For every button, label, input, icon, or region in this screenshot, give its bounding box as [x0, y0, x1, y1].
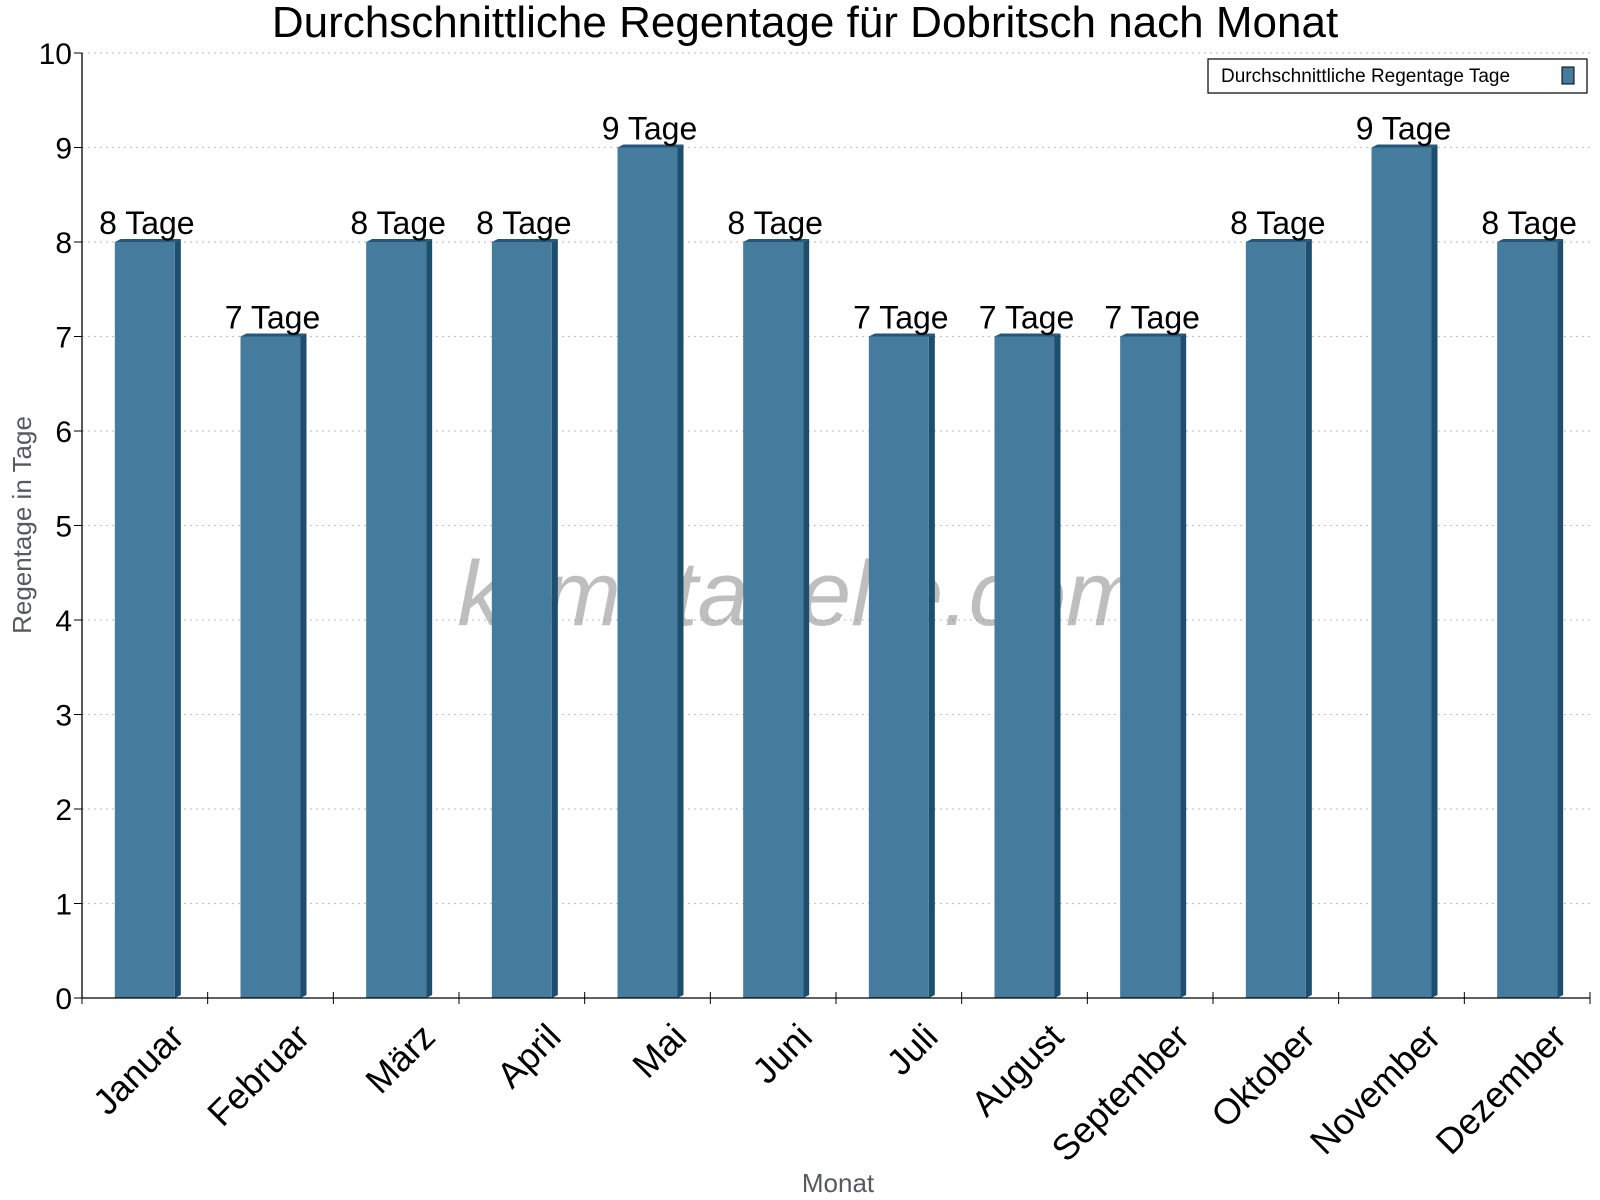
- x-tick-label: Februar: [199, 1016, 317, 1134]
- y-tick-label: 9: [55, 133, 72, 166]
- bar-side: [677, 144, 684, 998]
- gridlines: [82, 52, 1590, 905]
- data-labels: 8 Tage 7 Tage 8 Tage 8 Tage 9 Tage 8 Tage 7 Ta…: [99, 111, 1577, 336]
- bar-value-label: 7 Tage: [1104, 300, 1200, 336]
- y-tick-label: 7: [55, 322, 72, 355]
- x-tick-label: April: [489, 1016, 569, 1096]
- x-tick-label: Juli: [878, 1016, 945, 1083]
- bar-side: [1054, 333, 1061, 998]
- bar: [868, 333, 935, 998]
- bar-value-label: 8 Tage: [1230, 205, 1326, 241]
- bar-front: [114, 242, 175, 998]
- bar-value-label: 8 Tage: [350, 205, 446, 241]
- bar-front: [868, 336, 929, 998]
- bar-front: [1497, 242, 1558, 998]
- bar-top: [1497, 239, 1564, 242]
- bar-side: [426, 239, 433, 998]
- bar-value-label: 8 Tage: [1481, 205, 1577, 241]
- bar-side: [1305, 239, 1312, 998]
- bar-side: [1180, 333, 1187, 998]
- x-tick-label: Januar: [85, 1016, 192, 1123]
- bar-front: [491, 242, 552, 998]
- bar-front: [366, 242, 427, 998]
- bar: [1245, 239, 1312, 998]
- chart-title: Durchschnittliche Regentage für Dobritsc…: [272, 0, 1338, 47]
- y-axis-label: Regentage in Tage: [7, 416, 37, 634]
- bar-side: [300, 333, 307, 998]
- bar-side: [928, 333, 935, 998]
- bar-value-label: 9 Tage: [602, 111, 698, 147]
- y-tick-label: 5: [55, 511, 72, 544]
- y-tick-label: 4: [55, 605, 72, 638]
- legend-box: [1207, 58, 1588, 94]
- bar: [1497, 239, 1564, 998]
- bar-value-label: 8 Tage: [476, 205, 572, 241]
- bar-value-label: 8 Tage: [727, 205, 823, 241]
- bar-front: [1245, 242, 1306, 998]
- bar-top: [491, 239, 558, 242]
- bar-top: [1245, 239, 1312, 242]
- bar-value-label: 7 Tage: [225, 300, 321, 336]
- y-tick-label: 3: [55, 700, 72, 733]
- bar-value-label: 9 Tage: [1356, 111, 1452, 147]
- bar: [617, 144, 684, 998]
- bar-side: [551, 239, 558, 998]
- x-tick-label: September: [1043, 1016, 1197, 1170]
- bar: [491, 239, 558, 998]
- y-tick-label: 2: [55, 794, 72, 827]
- bar-front: [617, 147, 678, 998]
- x-tick-label: Dezember: [1428, 1016, 1574, 1162]
- bar: [743, 239, 810, 998]
- x-tick-label: Mai: [624, 1016, 694, 1086]
- bar-top: [743, 239, 810, 242]
- bar-top: [994, 333, 1061, 337]
- bar-side: [1431, 144, 1438, 998]
- x-tick-label: August: [963, 1016, 1071, 1124]
- x-tick-label: November: [1302, 1016, 1448, 1162]
- bar: [1371, 144, 1438, 998]
- y-tick-label: 1: [55, 889, 72, 922]
- bar-top: [1120, 333, 1187, 337]
- bar-side: [174, 239, 181, 998]
- legend-entry-label: Durchschnittliche Regentage Tage: [1221, 66, 1510, 87]
- bar-front: [240, 336, 301, 998]
- bar-side: [1557, 239, 1564, 998]
- bar-top: [617, 144, 684, 148]
- x-tick-label: März: [357, 1016, 443, 1102]
- bar-front: [743, 242, 804, 998]
- bar-top: [366, 239, 433, 242]
- legend-swatch: [1561, 66, 1575, 85]
- y-tick-label: 6: [55, 416, 72, 449]
- legend: Durchschnittliche Regentage Tage: [1207, 58, 1588, 94]
- bar-front: [1371, 147, 1432, 998]
- bar: [1120, 333, 1187, 998]
- bar: [994, 333, 1061, 998]
- y-tick-label: 10: [39, 38, 72, 71]
- bar: [114, 239, 181, 998]
- bar-top: [1371, 144, 1438, 148]
- y-tick-label: 0: [55, 983, 72, 1016]
- bar-side: [803, 239, 810, 998]
- x-axis-label: Monat: [802, 1168, 875, 1198]
- bar-front: [994, 336, 1055, 998]
- bar-top: [868, 333, 935, 337]
- bar-value-label: 8 Tage: [99, 205, 195, 241]
- bar-value-label: 7 Tage: [853, 300, 949, 336]
- bar-front: [1120, 336, 1181, 998]
- x-tick-label: Juni: [744, 1016, 820, 1092]
- bar-top: [114, 239, 181, 242]
- bars: [114, 144, 1564, 998]
- bar-top: [240, 333, 307, 337]
- bar: [366, 239, 433, 998]
- bar-value-label: 7 Tage: [979, 300, 1075, 336]
- bar: [240, 333, 307, 998]
- x-tick-label: Oktober: [1203, 1016, 1323, 1136]
- y-tick-label: 8: [55, 227, 72, 260]
